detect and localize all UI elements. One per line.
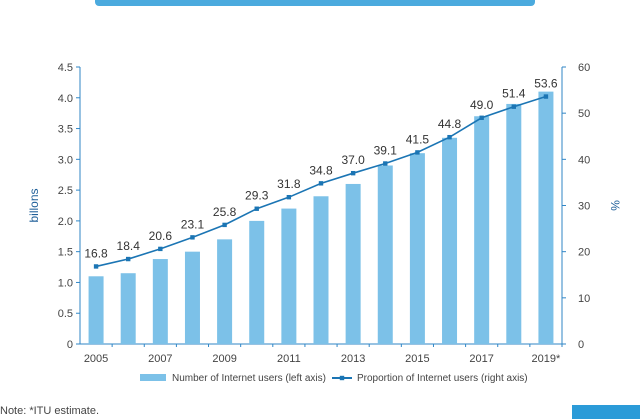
line-point — [158, 246, 163, 252]
line-point — [447, 134, 452, 140]
right-tick-label: 30 — [578, 201, 590, 213]
data-label: 39.1 — [374, 143, 398, 157]
data-label: 51.4 — [502, 87, 526, 101]
left-tick-label: 3.0 — [58, 154, 73, 166]
data-label: 20.6 — [149, 229, 173, 243]
left-tick-label: 1.0 — [58, 277, 73, 289]
bar — [409, 153, 425, 344]
cropped-title-graphic — [95, 0, 535, 6]
line-point — [222, 222, 227, 228]
x-tick-label: 2011 — [277, 353, 301, 365]
left-tick-label: 4.5 — [58, 62, 73, 74]
bar — [120, 273, 136, 344]
line-point — [93, 264, 99, 269]
line-point — [511, 104, 516, 109]
right-tick-label: 20 — [578, 247, 590, 259]
bar — [184, 251, 200, 344]
right-tick-label: 40 — [578, 154, 590, 166]
bar — [152, 259, 168, 344]
data-label: 37.0 — [341, 153, 365, 167]
data-label: 49.0 — [470, 98, 494, 112]
data-label: 34.8 — [309, 163, 333, 177]
legend-line-marker — [339, 375, 345, 381]
bar — [88, 276, 104, 344]
x-tick-label: 2019* — [532, 353, 561, 365]
left-tick-label: 2.5 — [58, 185, 73, 197]
line-point — [479, 115, 484, 120]
x-tick-label: 2009 — [212, 353, 236, 365]
line-point — [383, 161, 388, 166]
bar — [249, 220, 265, 344]
bar — [506, 103, 522, 344]
line-point — [190, 235, 195, 240]
line-point — [318, 181, 324, 186]
data-label: 16.8 — [84, 246, 108, 260]
left-tick-label: 2.0 — [58, 216, 73, 228]
bar — [538, 91, 554, 344]
corner-tab — [572, 405, 640, 419]
right-tick-label: 50 — [578, 108, 590, 120]
data-label: 23.1 — [181, 217, 205, 231]
legend-line-label: Proportion of Internet users (right axis… — [357, 373, 528, 384]
bar — [474, 116, 490, 344]
legend-bar-swatch — [140, 374, 166, 381]
data-label: 41.5 — [406, 132, 430, 146]
line-point — [254, 206, 259, 211]
bar — [345, 183, 361, 344]
data-label: 53.6 — [534, 77, 558, 91]
data-label: 29.3 — [245, 189, 269, 203]
data-label: 25.8 — [213, 205, 237, 219]
bar — [281, 208, 297, 344]
left-tick-label: 0 — [67, 339, 73, 351]
legend-bar-label: Number of Internet users (left axis) — [172, 373, 326, 384]
data-label: 44.8 — [438, 117, 462, 131]
x-tick-label: 2007 — [148, 353, 172, 365]
right-axis-title: % — [608, 200, 622, 211]
line-point — [543, 94, 549, 99]
data-label: 31.8 — [277, 177, 301, 191]
bar — [313, 196, 329, 344]
x-tick-label: 2005 — [84, 353, 108, 365]
data-label: 18.4 — [117, 239, 141, 253]
line-point — [415, 150, 420, 155]
title-strip — [0, 0, 640, 14]
right-tick-label: 0 — [578, 339, 584, 351]
x-tick-label: 2017 — [469, 353, 493, 365]
left-tick-label: 4.0 — [58, 93, 73, 105]
left-tick-label: 1.5 — [58, 247, 73, 259]
left-axis-title: billons — [27, 188, 41, 222]
internet-users-chart: 0 0.5 1.0 1.5 2.0 2.5 3.0 3.5 4.0 4.5 0 10 20 30 40 50 6… — [27, 62, 622, 384]
right-tick-label: 10 — [578, 293, 590, 305]
x-tick-label: 2013 — [341, 353, 365, 365]
line-point — [126, 256, 131, 262]
line-point — [286, 194, 292, 200]
left-tick-label: 0.5 — [58, 308, 73, 320]
bar — [217, 239, 233, 344]
bar — [377, 165, 393, 344]
bar — [442, 137, 458, 344]
footnote: Note: *ITU estimate. — [0, 405, 100, 417]
x-tick-label: 2015 — [405, 353, 429, 365]
left-tick-label: 3.5 — [58, 124, 73, 136]
right-tick-label: 60 — [578, 62, 590, 74]
line-point — [350, 170, 356, 176]
